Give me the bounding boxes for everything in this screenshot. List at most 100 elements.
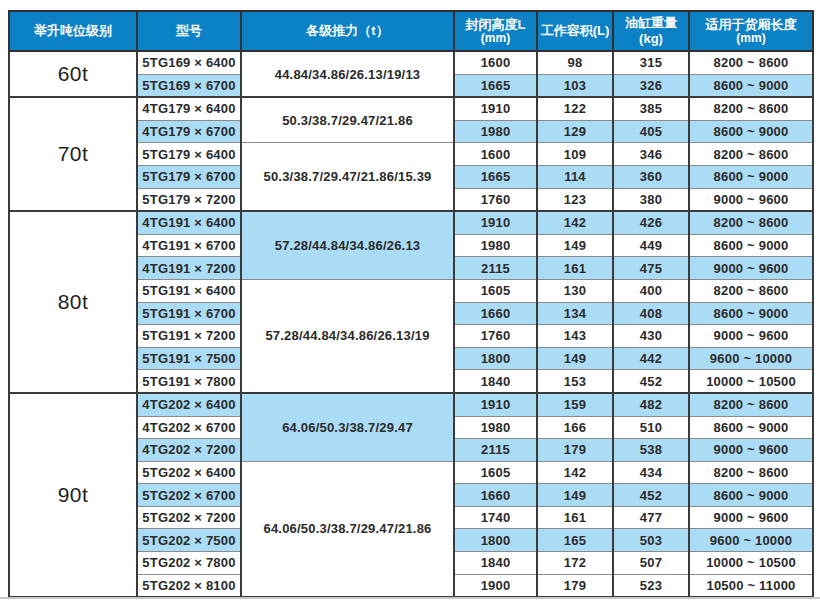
model-cell: 5TG179 × 6400 bbox=[137, 143, 241, 166]
cargo-length-cell: 9000 ~ 9600 bbox=[689, 188, 813, 211]
cargo-length-cell: 10000 ~ 10500 bbox=[689, 370, 813, 393]
col-header-cargo-length: 适用于货厢长度(mm) bbox=[689, 11, 813, 51]
working-volume-cell: 122 bbox=[537, 97, 613, 120]
closed-height-cell: 1800 bbox=[454, 347, 537, 370]
cylinder-weight-cell: 442 bbox=[613, 347, 689, 370]
cylinder-weight-cell: 326 bbox=[613, 74, 689, 97]
thrust-cell: 50.3/38.7/29.47/21.86 bbox=[241, 97, 454, 143]
working-volume-cell: 149 bbox=[537, 234, 613, 257]
col-header-model: 型号 bbox=[137, 11, 241, 51]
closed-height-cell: 1605 bbox=[454, 279, 537, 302]
thrust-cell: 64.06/50.3/38.7/29.47 bbox=[241, 393, 454, 461]
col-header-thrust: 各级推力（t） bbox=[241, 11, 454, 51]
col-header-label: 型号 bbox=[176, 23, 202, 38]
closed-height-cell: 1660 bbox=[454, 484, 537, 507]
cylinder-weight-cell: 538 bbox=[613, 439, 689, 462]
cylinder-weight-cell: 315 bbox=[613, 51, 689, 74]
closed-height-cell: 1760 bbox=[454, 325, 537, 348]
cylinder-weight-cell: 475 bbox=[613, 257, 689, 280]
closed-height-cell: 1605 bbox=[454, 461, 537, 484]
closed-height-cell: 1665 bbox=[454, 165, 537, 188]
working-volume-cell: 149 bbox=[537, 484, 613, 507]
col-header-label: 各级推力（t） bbox=[306, 23, 388, 38]
working-volume-cell: 161 bbox=[537, 506, 613, 529]
closed-height-cell: 1900 bbox=[454, 574, 537, 597]
working-volume-cell: 159 bbox=[537, 393, 613, 416]
cylinder-weight-cell: 360 bbox=[613, 165, 689, 188]
page-bottom-rule bbox=[0, 597, 820, 599]
closed-height-cell: 1600 bbox=[454, 51, 537, 74]
working-volume-cell: 153 bbox=[537, 370, 613, 393]
cylinder-weight-cell: 408 bbox=[613, 302, 689, 325]
working-volume-cell: 142 bbox=[537, 461, 613, 484]
cargo-length-cell: 8600 ~ 9000 bbox=[689, 484, 813, 507]
model-cell: 4TG179 × 6700 bbox=[137, 120, 241, 143]
working-volume-cell: 142 bbox=[537, 211, 613, 234]
cargo-length-cell: 8200 ~ 8600 bbox=[689, 461, 813, 484]
cargo-length-cell: 8200 ~ 8600 bbox=[689, 279, 813, 302]
closed-height-cell: 1660 bbox=[454, 302, 537, 325]
cargo-length-cell: 9600 ~ 10000 bbox=[689, 347, 813, 370]
working-volume-cell: 165 bbox=[537, 529, 613, 552]
cylinder-weight-cell: 400 bbox=[613, 279, 689, 302]
col-header-label: 封闭高度L bbox=[466, 17, 526, 32]
model-cell: 5TG191 × 7500 bbox=[137, 347, 241, 370]
cylinder-weight-cell: 482 bbox=[613, 393, 689, 416]
cargo-length-cell: 9600 ~ 10000 bbox=[689, 529, 813, 552]
model-cell: 5TG191 × 6400 bbox=[137, 279, 241, 302]
working-volume-cell: 129 bbox=[537, 120, 613, 143]
model-cell: 4TG191 × 6400 bbox=[137, 211, 241, 234]
col-header-label: 适用于货厢长度 bbox=[706, 17, 797, 32]
cargo-length-cell: 8200 ~ 8600 bbox=[689, 393, 813, 416]
model-cell: 4TG202 × 6700 bbox=[137, 416, 241, 439]
col-header-unit: (mm) bbox=[692, 31, 810, 45]
model-cell: 5TG202 × 6400 bbox=[137, 461, 241, 484]
closed-height-cell: 1800 bbox=[454, 529, 537, 552]
working-volume-cell: 134 bbox=[537, 302, 613, 325]
cylinder-weight-cell: 523 bbox=[613, 574, 689, 597]
model-cell: 5TG191 × 6700 bbox=[137, 302, 241, 325]
spec-table: 举升吨位级别 型号 各级推力（t） 封闭高度L(mm) 工作容积(L) 油缸重量… bbox=[8, 10, 814, 598]
tonnage-cell: 70t bbox=[9, 97, 137, 211]
closed-height-cell: 1910 bbox=[454, 393, 537, 416]
working-volume-cell: 103 bbox=[537, 74, 613, 97]
cylinder-weight-cell: 507 bbox=[613, 552, 689, 575]
closed-height-cell: 1840 bbox=[454, 370, 537, 393]
header-row: 举升吨位级别 型号 各级推力（t） 封闭高度L(mm) 工作容积(L) 油缸重量… bbox=[9, 11, 813, 51]
model-cell: 5TG191 × 7200 bbox=[137, 325, 241, 348]
working-volume-cell: 172 bbox=[537, 552, 613, 575]
model-cell: 5TG202 × 7500 bbox=[137, 529, 241, 552]
cylinder-weight-cell: 452 bbox=[613, 370, 689, 393]
thrust-cell: 57.28/44.84/34.86/26.13/19 bbox=[241, 279, 454, 392]
closed-height-cell: 1980 bbox=[454, 120, 537, 143]
working-volume-cell: 179 bbox=[537, 439, 613, 462]
model-cell: 4TG179 × 6400 bbox=[137, 97, 241, 120]
cargo-length-cell: 10500 ~ 11000 bbox=[689, 574, 813, 597]
cargo-length-cell: 9000 ~ 9600 bbox=[689, 257, 813, 280]
cylinder-weight-cell: 346 bbox=[613, 143, 689, 166]
cargo-length-cell: 8600 ~ 9000 bbox=[689, 74, 813, 97]
closed-height-cell: 2115 bbox=[454, 257, 537, 280]
working-volume-cell: 123 bbox=[537, 188, 613, 211]
cylinder-weight-cell: 405 bbox=[613, 120, 689, 143]
cylinder-weight-cell: 385 bbox=[613, 97, 689, 120]
closed-height-cell: 1600 bbox=[454, 143, 537, 166]
model-cell: 4TG191 × 6700 bbox=[137, 234, 241, 257]
cylinder-weight-cell: 452 bbox=[613, 484, 689, 507]
working-volume-cell: 161 bbox=[537, 257, 613, 280]
tonnage-cell: 90t bbox=[9, 393, 137, 597]
closed-height-cell: 1910 bbox=[454, 211, 537, 234]
thrust-cell: 50.3/38.7/29.47/21.86/15.39 bbox=[241, 143, 454, 211]
thrust-cell: 44.84/34.86/26.13/19/13 bbox=[241, 51, 454, 97]
working-volume-cell: 98 bbox=[537, 51, 613, 74]
cargo-length-cell: 8200 ~ 8600 bbox=[689, 97, 813, 120]
closed-height-cell: 1740 bbox=[454, 506, 537, 529]
cargo-length-cell: 9000 ~ 9600 bbox=[689, 325, 813, 348]
table-row: 80t4TG191 × 640057.28/44.84/34.86/26.131… bbox=[9, 211, 813, 234]
thrust-cell: 57.28/44.84/34.86/26.13 bbox=[241, 211, 454, 279]
working-volume-cell: 166 bbox=[537, 416, 613, 439]
model-cell: 5TG202 × 8100 bbox=[137, 574, 241, 597]
spec-table-container: 举升吨位级别 型号 各级推力（t） 封闭高度L(mm) 工作容积(L) 油缸重量… bbox=[8, 10, 814, 598]
closed-height-cell: 1980 bbox=[454, 416, 537, 439]
cylinder-weight-cell: 503 bbox=[613, 529, 689, 552]
